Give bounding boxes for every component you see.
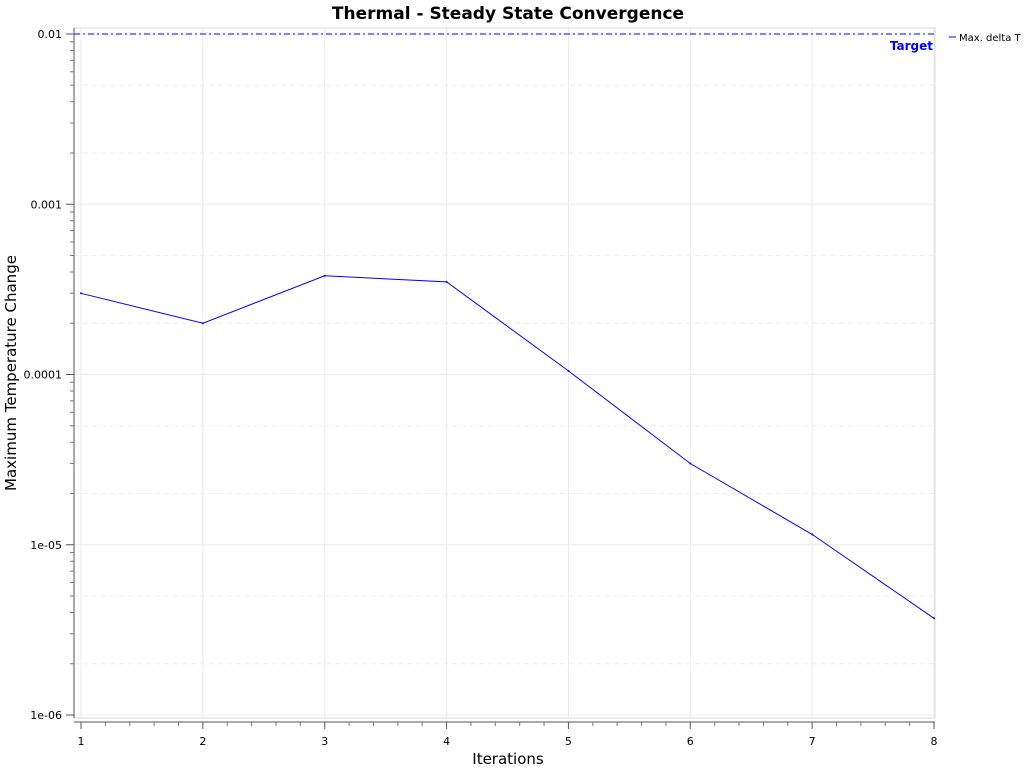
- data-point: [201, 322, 204, 325]
- chart-title: Thermal - Steady State Convergence: [332, 4, 684, 24]
- x-tick-label: 5: [565, 735, 572, 748]
- x-tick-label: 3: [321, 735, 328, 748]
- data-point: [80, 292, 82, 295]
- data-point: [689, 462, 692, 465]
- data-point: [567, 369, 570, 372]
- y-axis-title: Maximum Temperature Change: [2, 255, 20, 491]
- x-axis-title: Iterations: [472, 750, 544, 768]
- series: [80, 274, 935, 620]
- grid: [74, 28, 935, 718]
- y-tick-label: 0.01: [38, 28, 63, 41]
- y-tick-label: 1e-06: [30, 709, 62, 722]
- legend-label: Max. delta T: [959, 33, 1022, 44]
- series-line: [80, 275, 935, 619]
- x-tick-label: 8: [931, 735, 938, 748]
- legend: Max. delta T: [949, 33, 1022, 44]
- y-tick-label: 0.001: [31, 198, 63, 211]
- x-tick-label: 7: [809, 735, 816, 748]
- data-point: [933, 617, 935, 620]
- annotations: Target: [74, 33, 935, 53]
- x-tick-label: 1: [78, 735, 85, 748]
- x-tick-label: 4: [443, 735, 450, 748]
- data-point: [445, 280, 448, 283]
- y-tick-label: 1e-05: [30, 539, 62, 552]
- data-point: [323, 274, 326, 277]
- x-tick-label: 2: [199, 735, 206, 748]
- data-point: [811, 533, 814, 536]
- y-tick-label: 0.0001: [24, 369, 63, 382]
- x-tick-label: 6: [687, 735, 694, 748]
- axes: 1e-06 1e-05 0.0001 0.001 0.01 1 2 3 4 5 6 7 8: [24, 28, 938, 748]
- target-label: Target: [890, 39, 933, 53]
